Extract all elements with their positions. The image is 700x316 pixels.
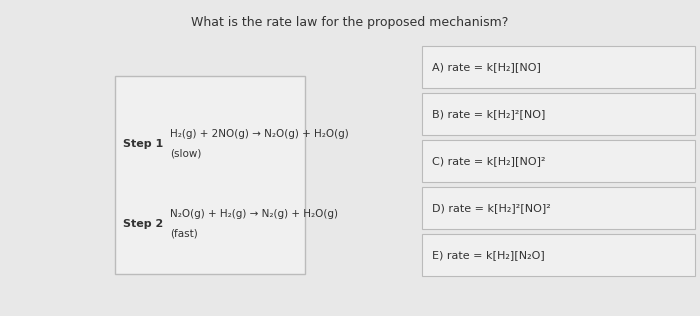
Text: A) rate = k[H₂][NO]: A) rate = k[H₂][NO] — [432, 62, 541, 72]
Text: E) rate = k[H₂][N₂O]: E) rate = k[H₂][N₂O] — [432, 250, 545, 260]
Text: N₂O(g) + H₂(g) → N₂(g) + H₂O(g): N₂O(g) + H₂(g) → N₂(g) + H₂O(g) — [170, 209, 338, 219]
FancyBboxPatch shape — [422, 46, 695, 88]
Text: (fast): (fast) — [170, 229, 197, 239]
Text: What is the rate law for the proposed mechanism?: What is the rate law for the proposed me… — [191, 16, 509, 29]
Text: Step 2: Step 2 — [123, 219, 163, 229]
Text: C) rate = k[H₂][NO]²: C) rate = k[H₂][NO]² — [432, 156, 545, 166]
FancyBboxPatch shape — [422, 234, 695, 276]
FancyBboxPatch shape — [422, 140, 695, 182]
FancyBboxPatch shape — [115, 76, 305, 274]
Text: D) rate = k[H₂]²[NO]²: D) rate = k[H₂]²[NO]² — [432, 203, 551, 213]
FancyBboxPatch shape — [422, 187, 695, 229]
FancyBboxPatch shape — [422, 93, 695, 135]
Text: B) rate = k[H₂]²[NO]: B) rate = k[H₂]²[NO] — [432, 109, 545, 119]
Text: Step 1: Step 1 — [123, 139, 163, 149]
Text: (slow): (slow) — [170, 149, 202, 159]
Text: H₂(g) + 2NO(g) → N₂O(g) + H₂O(g): H₂(g) + 2NO(g) → N₂O(g) + H₂O(g) — [170, 129, 349, 139]
